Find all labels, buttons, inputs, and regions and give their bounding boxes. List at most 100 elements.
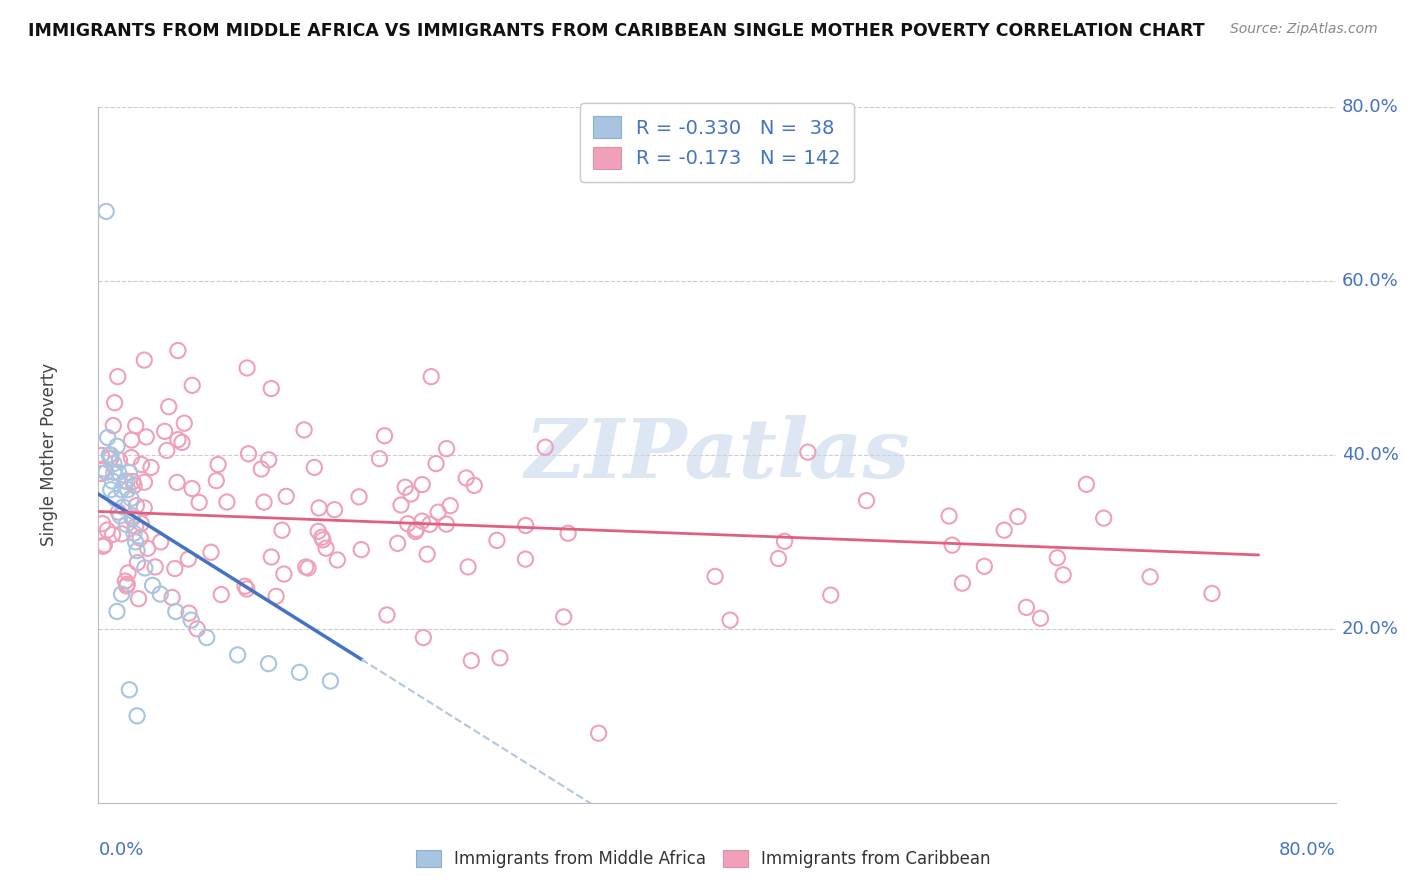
Point xyxy=(93,538,115,552)
Point xyxy=(134,353,156,368)
Point xyxy=(326,553,349,567)
Point xyxy=(375,607,398,622)
Point xyxy=(160,591,183,605)
Text: 40.0%: 40.0% xyxy=(1341,446,1399,464)
Point xyxy=(157,400,180,414)
Point xyxy=(797,445,820,459)
Legend: Immigrants from Middle Africa, Immigrants from Caribbean: Immigrants from Middle Africa, Immigrant… xyxy=(409,843,997,875)
Point xyxy=(347,490,370,504)
Point xyxy=(91,462,114,476)
Point xyxy=(122,478,145,492)
Point xyxy=(304,460,326,475)
Point xyxy=(773,534,796,549)
Point xyxy=(288,665,311,680)
Point xyxy=(273,567,295,582)
Point xyxy=(131,458,153,472)
Point xyxy=(553,610,575,624)
Point xyxy=(588,726,610,740)
Point xyxy=(226,648,249,662)
Point xyxy=(181,482,204,496)
Point xyxy=(181,378,204,392)
Point xyxy=(1201,586,1223,600)
Point xyxy=(177,606,200,620)
Text: IMMIGRANTS FROM MIDDLE AFRICA VS IMMIGRANTS FROM CARIBBEAN SINGLE MOTHER POVERTY: IMMIGRANTS FROM MIDDLE AFRICA VS IMMIGRA… xyxy=(28,22,1205,40)
Point xyxy=(97,431,120,445)
Point xyxy=(307,524,329,539)
Point xyxy=(257,657,280,671)
Point xyxy=(156,443,179,458)
Text: 80.0%: 80.0% xyxy=(1279,841,1336,859)
Point xyxy=(456,471,478,485)
Point xyxy=(120,491,142,506)
Point xyxy=(107,505,129,519)
Point xyxy=(276,489,298,503)
Point xyxy=(98,448,121,462)
Point xyxy=(195,631,218,645)
Point xyxy=(260,382,283,396)
Point xyxy=(387,536,409,550)
Point xyxy=(205,474,228,488)
Point xyxy=(404,524,426,539)
Point xyxy=(439,499,461,513)
Point xyxy=(236,360,259,375)
Point xyxy=(143,560,166,574)
Point xyxy=(149,535,172,549)
Point xyxy=(411,514,433,528)
Point xyxy=(104,396,127,410)
Point xyxy=(323,502,346,516)
Point xyxy=(534,440,557,454)
Point xyxy=(292,423,315,437)
Point xyxy=(100,451,122,466)
Point xyxy=(111,483,132,497)
Point xyxy=(127,543,149,558)
Point xyxy=(177,552,200,566)
Point xyxy=(121,475,143,489)
Point xyxy=(938,508,960,523)
Point xyxy=(394,480,416,494)
Point xyxy=(121,433,143,447)
Point xyxy=(319,674,342,689)
Point xyxy=(427,505,450,519)
Point xyxy=(139,460,162,475)
Point xyxy=(973,559,995,574)
Point xyxy=(416,547,439,561)
Point xyxy=(236,582,259,596)
Point xyxy=(101,474,124,488)
Point xyxy=(257,452,280,467)
Point xyxy=(129,531,152,545)
Point xyxy=(135,430,157,444)
Point xyxy=(264,589,287,603)
Point xyxy=(238,447,260,461)
Point xyxy=(315,541,337,556)
Point xyxy=(166,475,188,490)
Point xyxy=(368,451,391,466)
Point xyxy=(173,416,195,430)
Text: Single Mother Poverty: Single Mother Poverty xyxy=(39,363,58,547)
Point xyxy=(134,561,156,575)
Point xyxy=(101,527,124,541)
Point xyxy=(108,453,131,467)
Point xyxy=(1052,567,1074,582)
Point xyxy=(396,516,419,531)
Point xyxy=(186,622,208,636)
Point xyxy=(425,457,447,471)
Point xyxy=(253,495,276,509)
Point xyxy=(91,539,114,553)
Point xyxy=(485,533,508,548)
Point xyxy=(115,577,138,591)
Point xyxy=(100,483,122,497)
Point xyxy=(1007,509,1029,524)
Point xyxy=(103,457,125,471)
Point xyxy=(141,578,165,592)
Text: Source: ZipAtlas.com: Source: ZipAtlas.com xyxy=(1230,22,1378,37)
Point xyxy=(308,500,330,515)
Point xyxy=(515,552,537,566)
Point xyxy=(855,493,877,508)
Point xyxy=(941,538,963,552)
Point xyxy=(136,541,159,556)
Point xyxy=(950,576,973,591)
Point xyxy=(107,466,129,480)
Point xyxy=(111,526,134,541)
Point xyxy=(312,533,335,547)
Point xyxy=(167,433,190,447)
